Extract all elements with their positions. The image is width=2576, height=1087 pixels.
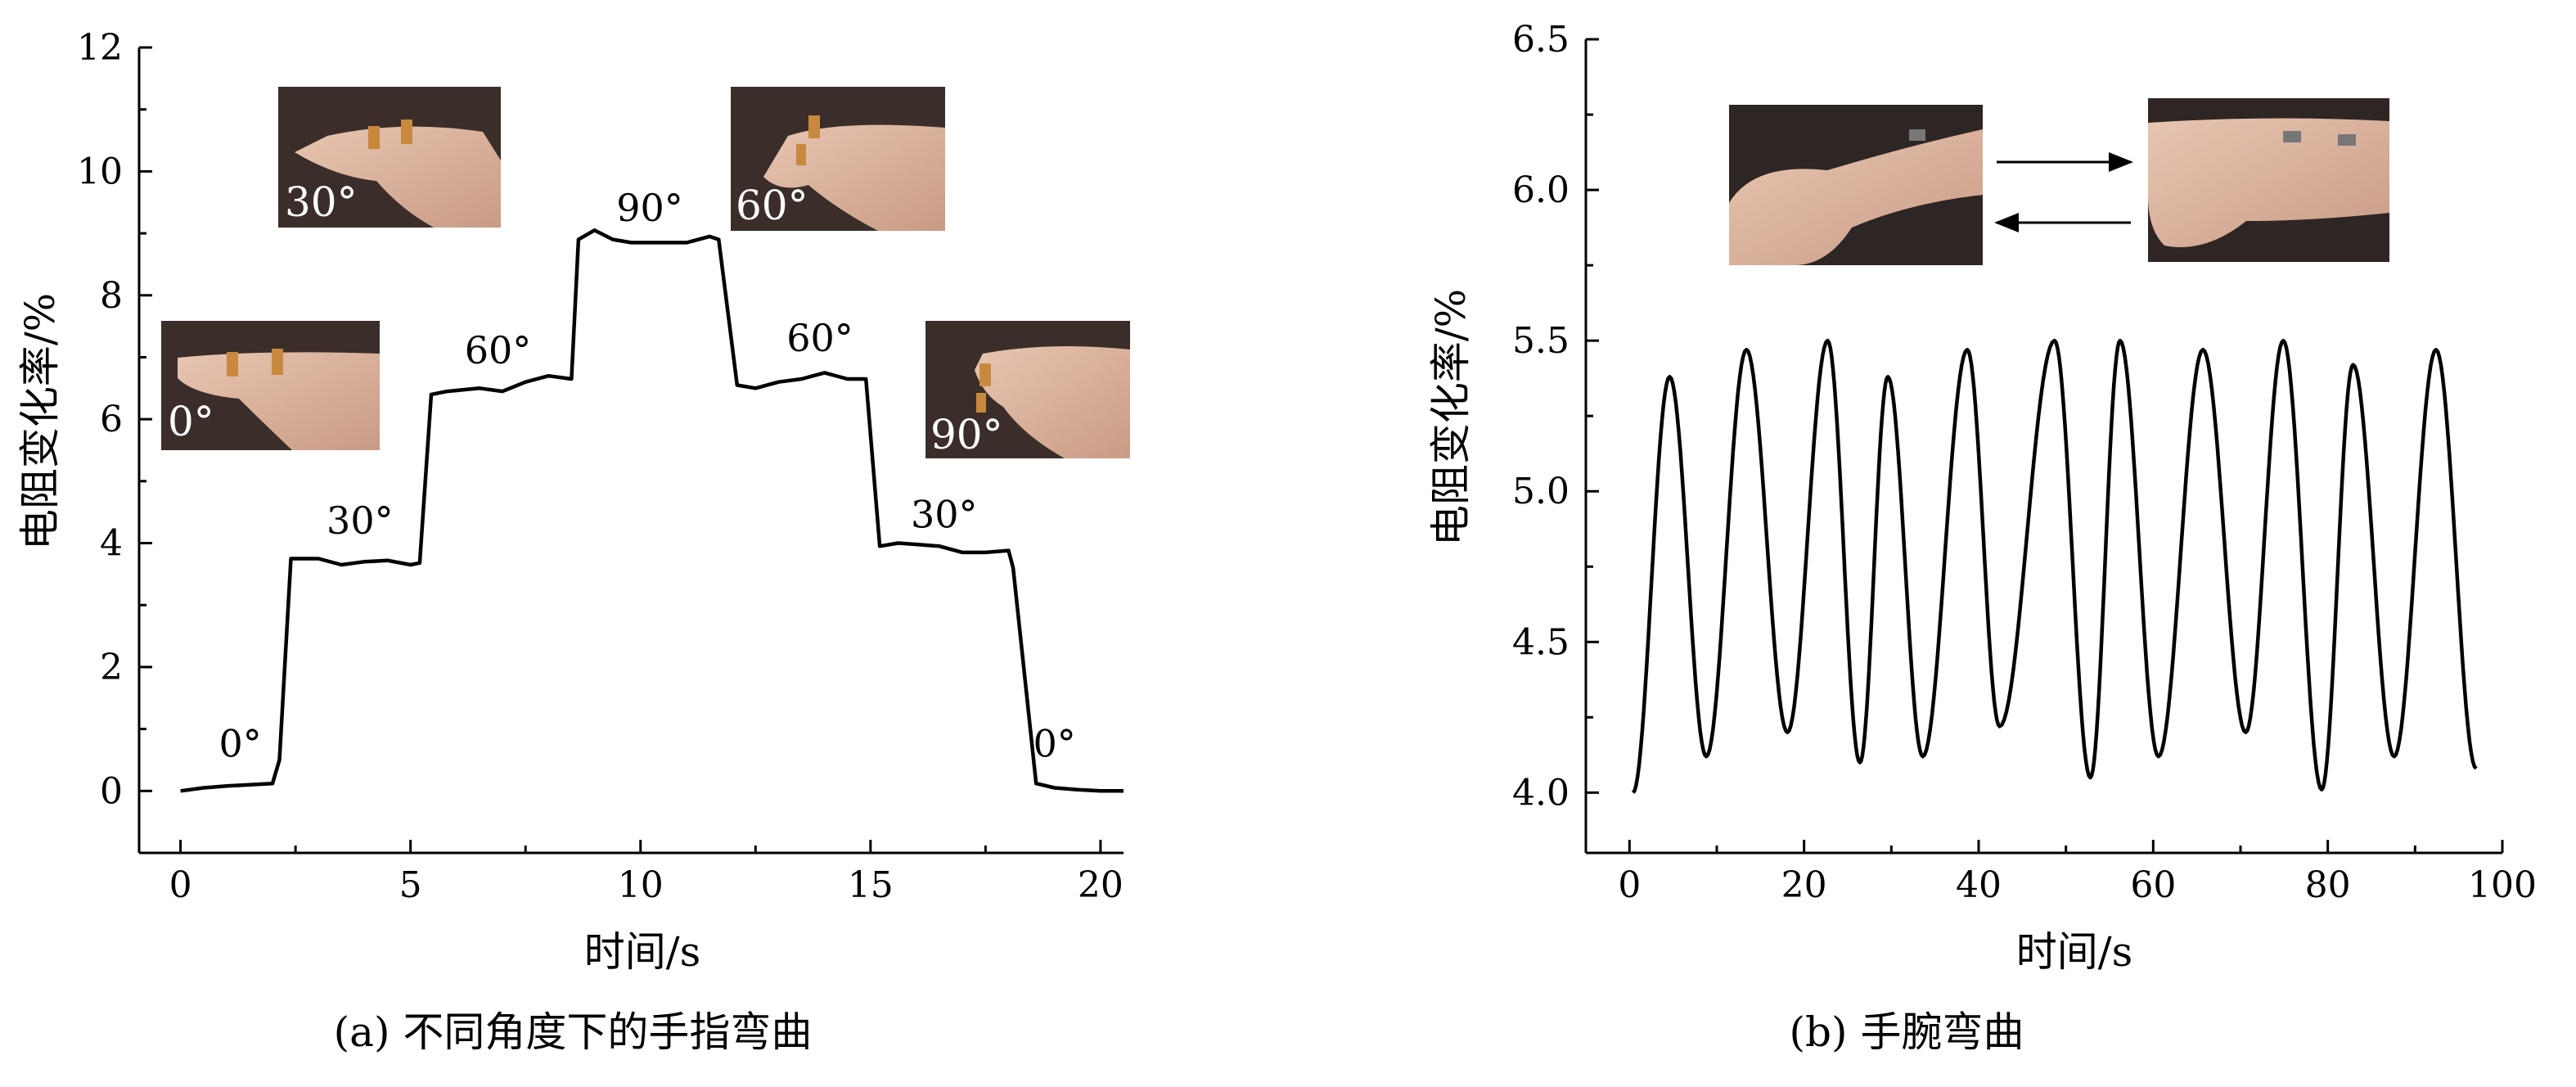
panel-a-angle-label: 30° (327, 498, 394, 543)
panel-a-y-ticks: 0 2 4 6 8 10 12 (77, 27, 152, 812)
panel-a-y-tick-label: 4 (100, 523, 123, 565)
panel-a-x-ticks: 0 5 10 15 20 (169, 840, 1124, 906)
finger-photo-0: 0° (161, 321, 380, 450)
panel-a-x-tick-label: 10 (618, 864, 664, 906)
panel-a-x-tick-label: 0 (169, 864, 192, 906)
svg-text:90°: 90° (930, 411, 1003, 458)
panel-b-y-ticks: 4.0 4.5 5.0 5.5 6.0 6.5 (1512, 19, 1599, 814)
panel-b-x-tick-label: 80 (2305, 864, 2351, 906)
wrist-photo-bent (1729, 105, 1983, 265)
panel-a-angle-label: 90° (616, 186, 683, 230)
panel-b-y-tick-label: 5.5 (1512, 320, 1569, 362)
panel-a-y-tick-label: 12 (77, 27, 123, 69)
svg-text:60°: 60° (736, 182, 808, 229)
panel-b-y-tick-label: 6.5 (1512, 19, 1569, 61)
svg-text:0°: 0° (168, 398, 214, 445)
panel-a-angle-label: 0° (219, 722, 262, 766)
panel-a-angle-label: 0° (1034, 722, 1076, 766)
panel-a-y-tick-label: 8 (100, 275, 123, 317)
panel-a-y-tick-label: 2 (100, 647, 123, 688)
panel-a-x-axis-title: 时间/s (584, 928, 701, 976)
finger-photo-60: 60° (731, 87, 945, 231)
panel-b-x-tick-label: 0 (1618, 864, 1641, 906)
panel-b: 0 20 40 60 80 100 4.0 4.5 5.0 5.5 6.0 6.5 时间/s 电阻变… (1427, 19, 2537, 1056)
panel-a-x-tick-label: 20 (1078, 864, 1124, 906)
panel-b-x-tick-label: 60 (2130, 864, 2176, 906)
panel-b-y-tick-label: 4.5 (1512, 621, 1569, 663)
panel-b-y-axis-title: 电阻变化率/% (1427, 289, 1475, 546)
panel-b-x-axis-title: 时间/s (2016, 928, 2133, 976)
panel-b-y-tick-label: 4.0 (1512, 772, 1569, 814)
finger-photo-30: 30° (278, 87, 501, 228)
wrist-photo-straight (2148, 98, 2389, 262)
panel-a-angle-label: 30° (911, 493, 978, 537)
panel-a-angle-label: 60° (786, 316, 853, 360)
panel-b-y-tick-label: 6.0 (1512, 169, 1569, 211)
panel-a-y-tick-label: 0 (100, 770, 123, 812)
panel-b-y-tick-label: 5.0 (1512, 471, 1569, 512)
finger-photo-90: 90° (925, 321, 1130, 458)
panel-a-angle-label: 60° (465, 328, 532, 372)
panel-b-x-tick-label: 40 (1956, 864, 2002, 906)
panel-a-annotations: 0° 30° 60° 90° 60° 30° 0° (219, 186, 1076, 766)
panel-b-x-ticks: 0 20 40 60 80 100 (1618, 840, 2537, 906)
svg-text:30°: 30° (285, 178, 358, 226)
panel-a-y-axis-title: 电阻变化率/% (16, 293, 64, 550)
panel-a-caption: (a) 不同角度下的手指弯曲 (334, 1008, 813, 1056)
panel-a-y-tick-label: 10 (77, 151, 123, 192)
panel-b-series-line (1631, 338, 2478, 794)
panel-b-x-tick-label: 100 (2468, 864, 2537, 906)
panel-a-x-tick-label: 5 (399, 864, 422, 906)
panel-a-series-line (180, 228, 1124, 793)
panel-a-y-tick-label: 6 (100, 399, 123, 440)
panel-a: 0 5 10 15 20 0 2 4 6 8 10 12 0° 30° 60° 90° 60° 30° 0° 时… (16, 27, 1130, 1056)
panel-b-caption: (b) 手腕弯曲 (1790, 1008, 2024, 1056)
panel-b-x-tick-label: 20 (1781, 864, 1827, 906)
panel-a-x-tick-label: 15 (848, 864, 894, 906)
